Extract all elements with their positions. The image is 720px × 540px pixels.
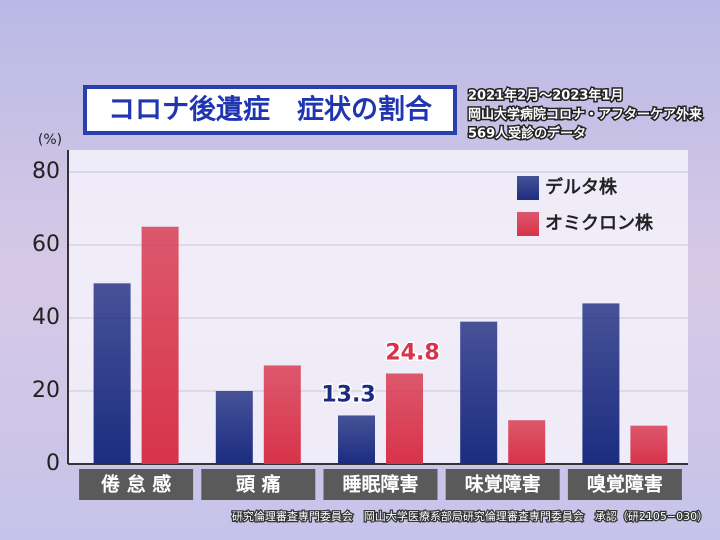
bar bbox=[386, 373, 423, 464]
bar bbox=[338, 415, 375, 464]
title-box bbox=[83, 85, 457, 135]
y-tick-label: 40 bbox=[32, 305, 60, 330]
bar bbox=[141, 226, 179, 464]
data-label: 24.8 bbox=[385, 340, 439, 365]
subtitle: 569人受診のデータ bbox=[468, 126, 586, 142]
footnote: 研究倫理審査専門委員会 岡山大学医療系部局研究倫理審査専門委員会 承認（研210… bbox=[232, 509, 708, 523]
subtitle: 2021年2月～2023年1月 bbox=[468, 88, 623, 104]
category-box bbox=[79, 469, 194, 500]
x-tick-label: 味覚障害 bbox=[465, 473, 541, 496]
legend-label: デルタ株 bbox=[545, 176, 618, 198]
category-box bbox=[323, 469, 438, 500]
y-tick-label: 60 bbox=[32, 232, 60, 257]
category-box bbox=[567, 469, 682, 500]
bar bbox=[630, 425, 668, 464]
y-tick-label: 80 bbox=[32, 159, 60, 184]
category-box bbox=[445, 469, 560, 500]
x-tick-label: 嗅覚障害 bbox=[587, 473, 663, 496]
y-tick-label: 20 bbox=[32, 378, 60, 403]
subtitle: 岡山大学病院コロナ・アフターケア外来 bbox=[468, 107, 703, 123]
chart-title: コロナ後遺症 症状の割合 bbox=[108, 94, 432, 126]
bar bbox=[460, 321, 498, 464]
legend-swatch bbox=[517, 176, 539, 200]
bar bbox=[508, 420, 546, 464]
bar bbox=[582, 303, 620, 464]
x-tick-label: 頭 痛 bbox=[236, 473, 281, 496]
bar bbox=[93, 283, 131, 464]
y-tick-label: 0 bbox=[46, 451, 60, 476]
bar bbox=[263, 365, 301, 464]
x-tick-label: 睡眠障害 bbox=[342, 473, 418, 496]
legend-label: オミクロン株 bbox=[545, 212, 654, 234]
data-label: 13.3 bbox=[321, 382, 375, 407]
x-tick-label: 倦 怠 感 bbox=[101, 473, 171, 496]
bar bbox=[215, 391, 253, 464]
category-box bbox=[201, 469, 316, 500]
y-axis-label: (%) bbox=[38, 132, 62, 148]
legend-swatch bbox=[517, 212, 539, 236]
